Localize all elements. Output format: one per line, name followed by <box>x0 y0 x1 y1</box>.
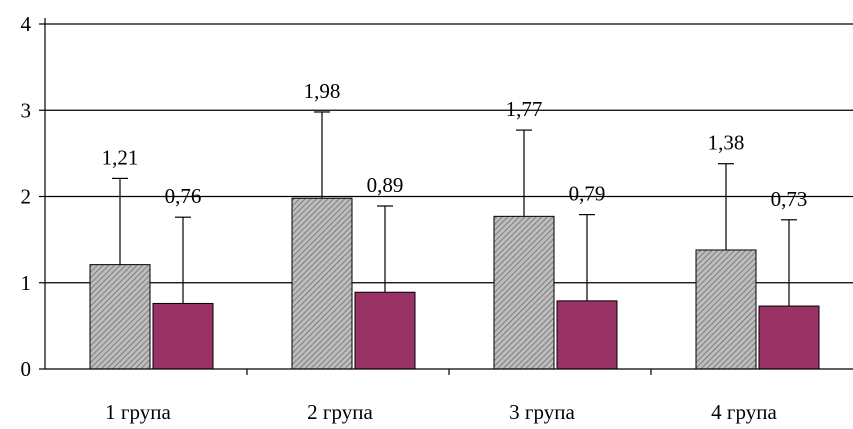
data-label: 1,38 <box>708 131 745 155</box>
bar-series2 <box>354 291 416 370</box>
y-tick-label: 1 <box>21 271 32 295</box>
data-label: 1,77 <box>506 97 543 121</box>
y-tick-label: 2 <box>21 185 32 209</box>
data-label: 1,21 <box>102 145 139 169</box>
y-tick-label: 3 <box>21 98 32 122</box>
bar-series1 <box>695 249 757 370</box>
bar-series1 <box>89 264 151 370</box>
labels: 0 1 2 3 4 1,21 0,76 1 група 1,98 0,89 2 група 1,77 0… <box>21 12 808 424</box>
y-tick-label: 0 <box>21 357 32 381</box>
bar-series1 <box>493 215 555 370</box>
data-label: 1,98 <box>304 79 341 103</box>
bars <box>89 111 820 370</box>
bar-series2 <box>152 302 214 370</box>
category-label: 2 група <box>307 400 373 424</box>
category-label: 1 група <box>105 400 171 424</box>
category-label: 4 група <box>711 400 777 424</box>
bar-series1 <box>291 197 353 370</box>
y-tick-label: 4 <box>21 12 32 36</box>
category-label: 3 група <box>509 400 575 424</box>
data-label: 0,79 <box>569 182 606 206</box>
axes <box>39 18 853 375</box>
bar-series2 <box>758 305 820 370</box>
data-label: 0,89 <box>367 173 404 197</box>
bar-series2 <box>556 300 618 370</box>
data-label: 0,73 <box>771 187 808 211</box>
data-label: 0,76 <box>165 184 202 208</box>
